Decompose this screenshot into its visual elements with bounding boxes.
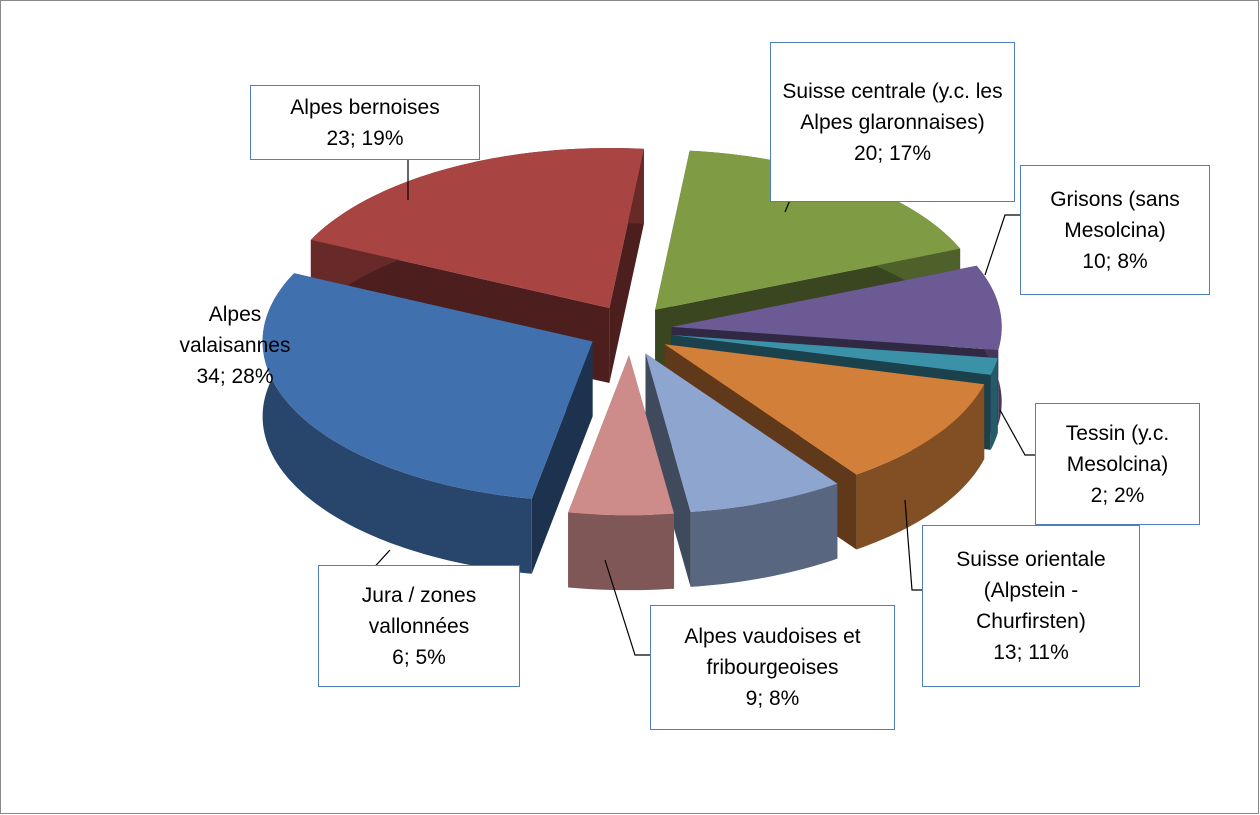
value-label: 23; 19% bbox=[326, 126, 404, 150]
leader-line bbox=[984, 214, 1020, 276]
data-label: Tessin (y.c. Mesolcina) 2; 2% bbox=[1035, 403, 1200, 525]
slice-side bbox=[645, 353, 691, 587]
slice-top bbox=[671, 265, 1002, 351]
leader-line bbox=[999, 409, 1035, 456]
category: Alpes valaisannes bbox=[179, 302, 291, 357]
value-label: 13; 11% bbox=[993, 641, 1069, 664]
slice-wall bbox=[690, 483, 838, 587]
category: Alpes vaudoises et fribourgeoises bbox=[684, 625, 861, 679]
category: Suisse centrale (y.c. les Alpes glaronna… bbox=[782, 79, 1003, 134]
value-label: 6; 5% bbox=[392, 645, 446, 669]
value-label: 9; 8% bbox=[745, 687, 800, 710]
data-label: Alpes vaudoises et fribourgeoises 9; 8% bbox=[650, 605, 895, 730]
slice bbox=[262, 273, 593, 574]
value-label: 10; 8% bbox=[1082, 249, 1148, 273]
leader-line bbox=[784, 199, 791, 213]
data-label: Suisse centrale (y.c. les Alpes glaronna… bbox=[770, 42, 1015, 202]
slice bbox=[568, 355, 675, 591]
slice-wall bbox=[262, 273, 532, 574]
category: Jura / zones vallonnées bbox=[361, 583, 477, 638]
slice-wall bbox=[990, 358, 998, 450]
slice-top bbox=[310, 148, 644, 309]
slice-top bbox=[664, 344, 985, 475]
category: Suisse orientale (Alpstein - Churfirsten… bbox=[956, 548, 1106, 633]
data-label: Alpes valaisannes 34; 28% bbox=[150, 270, 320, 420]
slice bbox=[645, 353, 838, 587]
leader-line bbox=[604, 559, 650, 656]
data-label: Jura / zones vallonnées 6; 5% bbox=[318, 565, 520, 687]
leader-line bbox=[904, 499, 922, 591]
slice-top bbox=[645, 353, 838, 512]
value-label: 2; 2% bbox=[1090, 483, 1145, 507]
category: Tessin (y.c. Mesolcina) bbox=[1065, 421, 1170, 476]
slice-wall bbox=[856, 384, 985, 550]
data-label: Suisse orientale (Alpstein - Churfirsten… bbox=[922, 525, 1140, 687]
slice-top bbox=[655, 150, 961, 310]
category: Grisons (sans Mesolcina) bbox=[1050, 187, 1180, 242]
slice-top bbox=[568, 355, 675, 516]
slice-top bbox=[262, 273, 593, 499]
data-label: Alpes bernoises 23; 19% bbox=[250, 85, 480, 160]
data-label: Grisons (sans Mesolcina) 10; 8% bbox=[1020, 165, 1210, 295]
value-label: 20; 17% bbox=[853, 141, 932, 165]
slice-top bbox=[671, 334, 998, 375]
category: Alpes bernoises bbox=[290, 95, 440, 119]
value-label: 34; 28% bbox=[196, 364, 274, 388]
slice-wall bbox=[568, 512, 675, 591]
